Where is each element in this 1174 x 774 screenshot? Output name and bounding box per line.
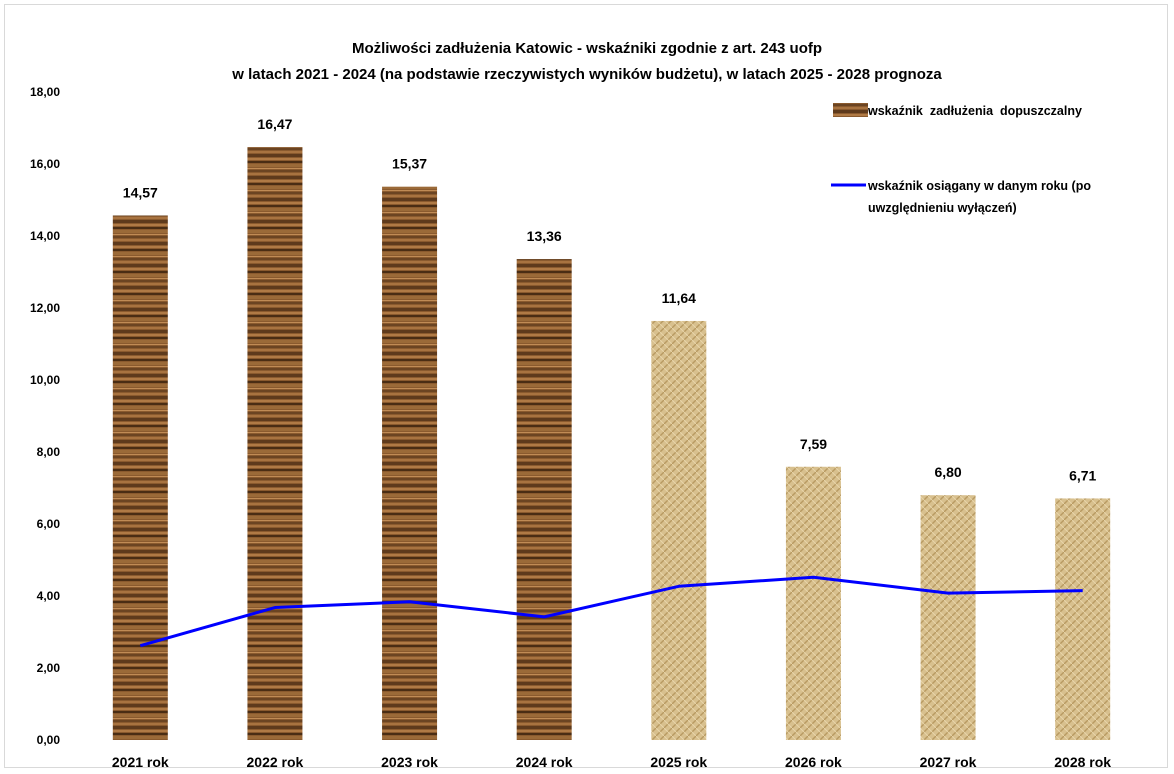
chart-title: Możliwości zadłużenia Katowic - wskaźnik… [352,40,822,57]
line-series [139,575,1083,648]
bar [516,259,572,740]
data-label: 11,64 [662,290,696,306]
legend-label-line-2: uwzględnieniu wyłączeń) [868,201,1017,215]
y-tick-label: 16,00 [30,157,60,171]
y-tick-label: 18,00 [30,85,60,99]
data-label: 6,80 [934,464,961,480]
x-tick-label: 2022 rok [247,754,304,770]
x-tick-label: 2021 rok [112,754,169,770]
y-tick-label: 14,00 [30,229,60,243]
y-tick-label: 8,00 [37,445,61,459]
y-tick-label: 12,00 [30,301,60,315]
data-label: 16,47 [257,116,292,132]
bar [651,320,707,740]
y-tick-label: 4,00 [37,589,61,603]
bar [785,466,841,740]
x-axis: 2021 rok 2022 rok 2023 rok 2024 rok 2025 rok… [112,754,1111,770]
x-tick-label: 2025 rok [650,754,707,770]
data-label: 14,57 [123,184,158,200]
bar-series: 14,57 16,47 15,37 13,36 11,64 7,59 6,80 6,71 [112,116,1111,741]
y-tick-label: 10,00 [30,373,60,387]
y-tick-label: 6,00 [37,517,61,531]
series-line [139,575,1083,648]
legend: wskaźnik zadłużenia dopuszczalny wskaźni… [831,103,1091,215]
x-tick-label: 2026 rok [785,754,842,770]
legend-label-bar: wskaźnik zadłużenia dopuszczalny [867,104,1082,118]
legend-label-line-1: wskaźnik osiągany w danym roku (po [867,179,1091,193]
x-tick-label: 2024 rok [516,754,573,770]
y-tick-label: 2,00 [37,661,61,675]
bar [247,147,303,740]
data-label: 7,59 [800,436,827,452]
data-label: 6,71 [1069,467,1096,483]
x-tick-label: 2023 rok [381,754,438,770]
x-tick-label: 2028 rok [1054,754,1111,770]
bar [1055,498,1111,740]
bar [112,215,168,741]
chart-subtitle: w latach 2021 - 2024 (na podstawie rzecz… [231,66,942,83]
data-label: 13,36 [527,228,562,244]
bar [920,495,976,740]
legend-swatch-bar [833,103,868,117]
y-tick-label: 0,00 [37,733,61,747]
bar [382,186,438,740]
data-label: 15,37 [392,156,427,172]
x-tick-label: 2027 rok [920,754,977,770]
y-axis: 0,00 2,00 4,00 6,00 8,00 10,00 12,00 14,00 16,00… [30,85,60,747]
